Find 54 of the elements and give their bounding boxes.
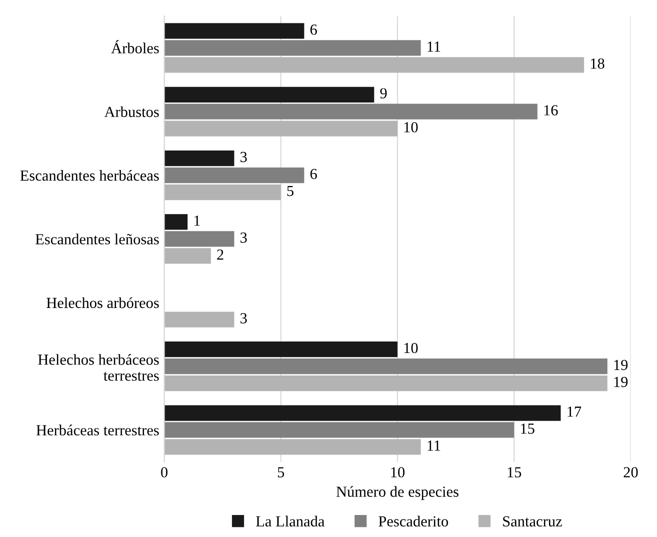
bar	[164, 231, 234, 247]
data-label: 15	[521, 424, 534, 434]
data-label: 19	[614, 360, 628, 370]
data-label: 6	[310, 168, 317, 180]
x-tick-label: 20	[624, 467, 638, 478]
data-label: 11	[428, 42, 440, 52]
data-label: 18	[590, 58, 604, 69]
y-tick-label: Árboles	[111, 40, 159, 54]
y-tick-label: Escandentes herbáceas	[20, 170, 159, 181]
data-label: 3	[240, 313, 247, 324]
bar	[164, 86, 374, 102]
x-tick-label: 15	[508, 467, 522, 478]
bar	[164, 214, 188, 230]
bar	[164, 312, 234, 328]
x-axis-title: Número de especies	[336, 486, 458, 500]
bar	[164, 248, 211, 264]
bar	[164, 358, 608, 374]
bar	[164, 167, 304, 184]
y-tick-label: Helechos arbóreos	[46, 297, 159, 308]
y-tick-label: Helechos herbáceos terrestres	[38, 354, 159, 381]
data-label: 3	[240, 232, 247, 243]
legend-label: Pescaderito	[378, 516, 448, 527]
data-label: 9	[380, 88, 387, 98]
y-tick-label: Arbustos	[104, 106, 159, 118]
bar	[164, 23, 304, 39]
bar	[164, 40, 421, 56]
data-label: 11	[428, 440, 440, 451]
bar	[164, 184, 281, 200]
bar	[164, 439, 421, 455]
bar	[164, 150, 234, 166]
x-tick-label: 0	[161, 467, 168, 478]
data-label: 2	[217, 250, 224, 260]
x-tick-label: 5	[278, 467, 284, 478]
data-label: 5	[287, 186, 294, 196]
data-label: 3	[240, 152, 247, 162]
bar	[164, 342, 398, 358]
legend-label: Santacruz	[503, 516, 562, 527]
x-tick-label: 10	[391, 467, 405, 478]
legend-label: La Llanada	[256, 516, 324, 527]
bar	[164, 405, 561, 421]
data-label: 1	[194, 216, 200, 226]
data-label: 6	[310, 24, 317, 35]
bar	[164, 57, 584, 73]
bar	[164, 120, 398, 136]
data-label: 10	[404, 342, 418, 354]
y-tick-label: Herbáceas terrestres	[36, 424, 159, 436]
data-label: 16	[544, 105, 558, 116]
data-label: 17	[568, 406, 582, 417]
data-label: 10	[404, 122, 418, 132]
bar	[164, 375, 608, 392]
y-tick-label: Escandentes leñosas	[36, 234, 159, 244]
bar	[164, 104, 538, 120]
data-label: 19	[614, 376, 628, 388]
bar	[164, 422, 514, 438]
